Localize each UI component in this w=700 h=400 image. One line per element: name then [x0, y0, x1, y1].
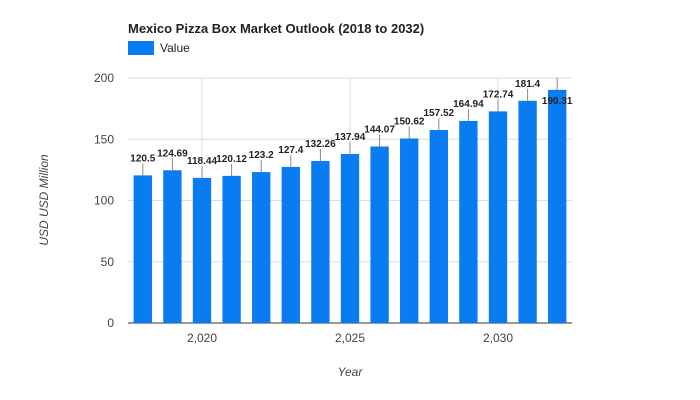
bar-2025: [340, 154, 360, 323]
data-label-2022: 123.2: [249, 150, 274, 161]
bar-2029: [459, 120, 478, 323]
y-tick-label-200: 200: [94, 71, 114, 85]
bar-2032: [548, 89, 567, 324]
data-label-2032: 190.31: [542, 96, 573, 107]
data-label-2024: 132.26: [305, 139, 336, 150]
y-tick-label-100: 100: [94, 194, 114, 208]
data-label-2030: 172.74: [483, 89, 514, 100]
x-axis-ticks: 2,020 2,025 2,030: [187, 331, 513, 345]
bar-2027: [400, 138, 419, 323]
bar-2028: [429, 130, 448, 323]
bar-2019: [163, 170, 182, 323]
y-tick-label-50: 50: [101, 255, 115, 269]
y-tick-label-0: 0: [107, 316, 114, 330]
data-label-2019: 124.69: [157, 148, 188, 159]
bar-2022: [252, 172, 271, 323]
x-tick-label-2,030: 2,030: [483, 331, 513, 345]
data-label-2018: 120.5: [130, 153, 155, 164]
data-label-2025: 137.94: [335, 132, 366, 143]
y-tick-label-150: 150: [94, 132, 114, 146]
data-label-2026: 144.07: [364, 125, 395, 136]
bars: [133, 89, 567, 324]
data-label-2028: 157.52: [424, 108, 455, 119]
data-label-2021: 120.12: [216, 154, 247, 165]
bar-2031: [518, 100, 537, 323]
data-label-2020: 118.44: [187, 156, 217, 167]
legend-label-value: Value: [160, 41, 190, 55]
bar-2021: [222, 175, 241, 323]
bar-2018: [133, 175, 152, 323]
bar-2020: [192, 177, 212, 323]
bar-2030: [488, 111, 508, 324]
bar-2023: [281, 166, 300, 323]
data-label-2029: 164.94: [453, 99, 484, 110]
bar-2024: [311, 160, 330, 323]
x-axis-label: Year: [338, 365, 364, 379]
data-label-2031: 181.4: [515, 79, 540, 90]
data-label-2027: 150.62: [394, 116, 425, 127]
x-tick-label-2,020: 2,020: [187, 331, 217, 345]
x-tick-label-2,025: 2,025: [335, 331, 365, 345]
y-axis-ticks: 0 50 100 150 200: [94, 71, 114, 330]
data-label-2023: 127.4: [278, 145, 303, 156]
chart-title: Mexico Pizza Box Market Outlook (2018 to…: [128, 21, 424, 36]
y-axis-label: USD USD Million: [37, 154, 51, 246]
legend-swatch: [128, 41, 154, 55]
bar-2026: [370, 146, 389, 323]
